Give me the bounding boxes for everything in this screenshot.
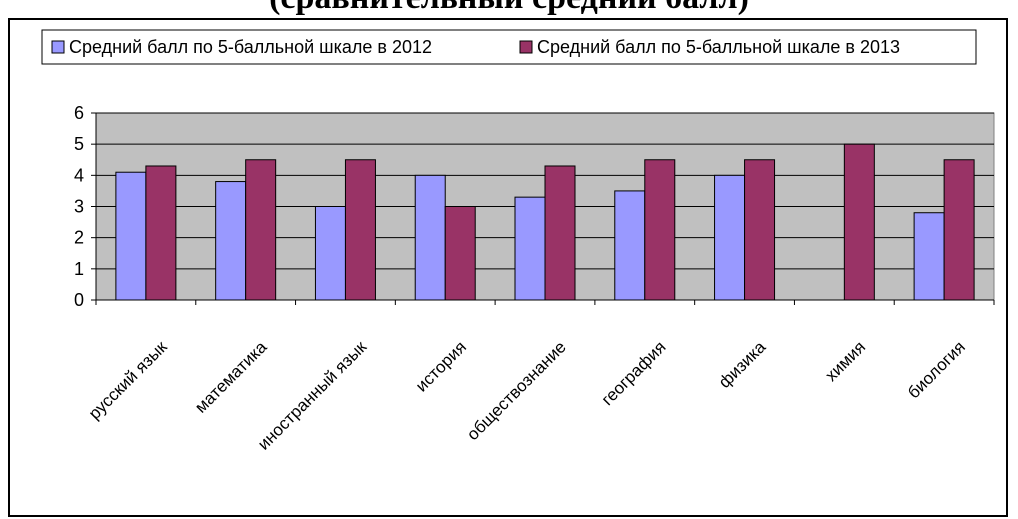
x-category-label: математика [191, 337, 271, 417]
bar-2013 [843, 143, 875, 301]
x-category-label: история [412, 337, 470, 395]
legend-swatch [519, 40, 533, 54]
y-tick-label: 5 [74, 134, 84, 154]
legend-swatch [51, 40, 65, 54]
legend-label: Средний балл по 5-балльной шкале в 2013 [537, 37, 900, 57]
y-tick-label: 0 [74, 290, 84, 310]
bar-2012 [913, 212, 945, 301]
y-tick-label: 4 [74, 165, 84, 185]
y-tick-label: 2 [74, 228, 84, 248]
x-category-label: химия [822, 337, 870, 385]
bar-2012 [714, 174, 746, 301]
bar-2013 [744, 159, 776, 301]
x-category-label: биология [904, 337, 969, 402]
bar-2013 [444, 206, 476, 301]
x-category-label: обществознание [463, 337, 570, 444]
y-tick-label: 3 [74, 197, 84, 217]
bar-2013 [344, 159, 376, 301]
page-title: (сравнительный средний балл) [0, 0, 1018, 20]
x-category-label: русский язык [85, 337, 171, 423]
bar-2012 [115, 171, 147, 301]
bar-2013 [644, 159, 676, 301]
x-category-label: физика [715, 337, 770, 392]
y-tick-label: 6 [74, 103, 84, 123]
bar-2013 [245, 159, 277, 301]
legend-box [41, 29, 977, 65]
legend-label: Средний балл по 5-балльной шкале в 2012 [69, 37, 432, 57]
bar-2012 [614, 190, 646, 301]
bar-2012 [215, 181, 247, 301]
y-tick-label: 1 [74, 259, 84, 279]
bar-2012 [314, 206, 346, 301]
x-category-label: иностранный язык [254, 337, 371, 454]
bar-2013 [145, 165, 177, 301]
x-category-label: география [598, 337, 670, 409]
bar-2013 [943, 159, 975, 301]
bar-2013 [544, 165, 576, 301]
bar-2012 [414, 174, 446, 301]
bar-2012 [514, 196, 546, 301]
